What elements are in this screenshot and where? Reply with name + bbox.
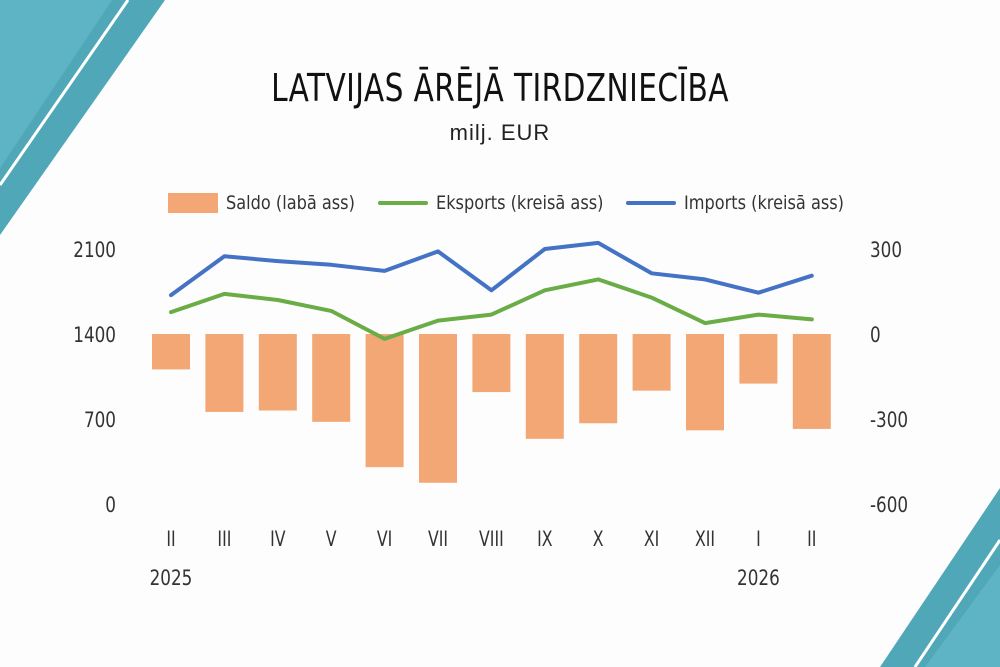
eksports-point [596,277,600,281]
imports-point [169,293,173,297]
saldo-bar [525,334,564,439]
imports-point [489,288,493,292]
corner-line-bottom-right [913,539,1000,667]
imports-point [543,247,547,251]
x-axis-tick-label: IV [270,528,286,552]
legend-label-imports: Imports (kreisā ass) [684,192,844,214]
eksports-point [329,309,333,313]
chart-title: LATVIJAS ĀRĒJĀ TIRDZNIECĪBA [271,66,729,110]
right-axis-tick-label: 300 [870,238,902,262]
right-axis-tick-label: -300 [870,408,908,432]
legend-item-imports: Imports (kreisā ass) [626,186,872,220]
saldo-bar [739,334,778,384]
saldo-bar [312,334,351,422]
legend-item-eksports: Eksports (kreisā ass) [378,186,633,220]
imports-point [703,277,707,281]
right-axis-tick-label: -600 [870,493,908,517]
x-axis-tick-label: VIII [479,528,504,552]
eksports-point [222,292,226,296]
x-axis-tick-label: II [807,528,816,552]
left-axis-tick-label: 1400 [73,323,116,347]
year-label: 2026 [737,566,780,590]
imports-point [276,259,280,263]
eksports-point [810,317,814,321]
x-axis-tick-label: I [756,528,761,552]
left-axis-tick-label: 700 [84,408,116,432]
x-axis-tick-label: XII [695,528,715,552]
saldo-bar [205,334,244,412]
eksports-point [756,313,760,317]
x-axis-tick-label: II [166,528,175,552]
eksports-point [489,313,493,317]
imports-point [810,274,814,278]
left-axis-tick-label: 0 [105,493,116,517]
imports-point [756,291,760,295]
imports-point [436,249,440,253]
imports-point [222,254,226,258]
right-axis-tick-label: 0 [870,323,881,347]
eksports-point [383,337,387,341]
saldo-bar [152,334,190,370]
eksports-point [703,321,707,325]
year-label: 2025 [150,566,193,590]
imports-point [596,241,600,245]
x-axis-tick-label: X [593,528,604,552]
x-axis-tick-label: XI [644,528,659,552]
imports-point [383,269,387,273]
legend-swatch-eksports [378,201,428,205]
saldo-bar [419,334,457,483]
corner-line-top-left [0,0,130,186]
imports-point [650,271,654,275]
eksports-point [650,296,654,300]
eksports-point [436,319,440,323]
saldo-bar [472,334,511,393]
saldo-bar [792,334,831,429]
eksports-point [169,310,173,314]
x-axis-tick-label: VI [377,528,392,552]
x-axis-tick-label: III [217,528,231,552]
saldo-bar [579,334,618,424]
corner-stripe-top-left-inner [0,0,112,168]
x-axis-tick-label: VII [428,528,448,552]
legend-swatch-imports [626,201,676,205]
legend-item-saldo: Saldo (labā ass) [168,186,378,220]
legend-label-saldo: Saldo (labā ass) [226,192,355,214]
imports-line [169,240,814,298]
eksports-point [276,298,280,302]
saldo-bar [686,334,724,431]
chart-subtitle: milj. EUR [449,120,551,145]
saldo-bar [365,334,404,468]
left-axis-tick-label: 2100 [73,238,116,262]
corner-stripe-bottom-right-outer [925,565,1000,667]
x-axis-tick-label: IX [537,528,553,552]
eksports-point [543,288,547,292]
legend-swatch-saldo [168,193,218,213]
saldo-bar [258,334,297,411]
x-axis-tick-label: V [326,528,337,552]
chart-legend: Saldo (labā ass) Eksports (kreisā ass) I… [0,186,1000,220]
saldo-bar [632,334,671,391]
legend-label-eksports: Eksports (kreisā ass) [436,192,604,214]
imports-point [329,263,333,267]
